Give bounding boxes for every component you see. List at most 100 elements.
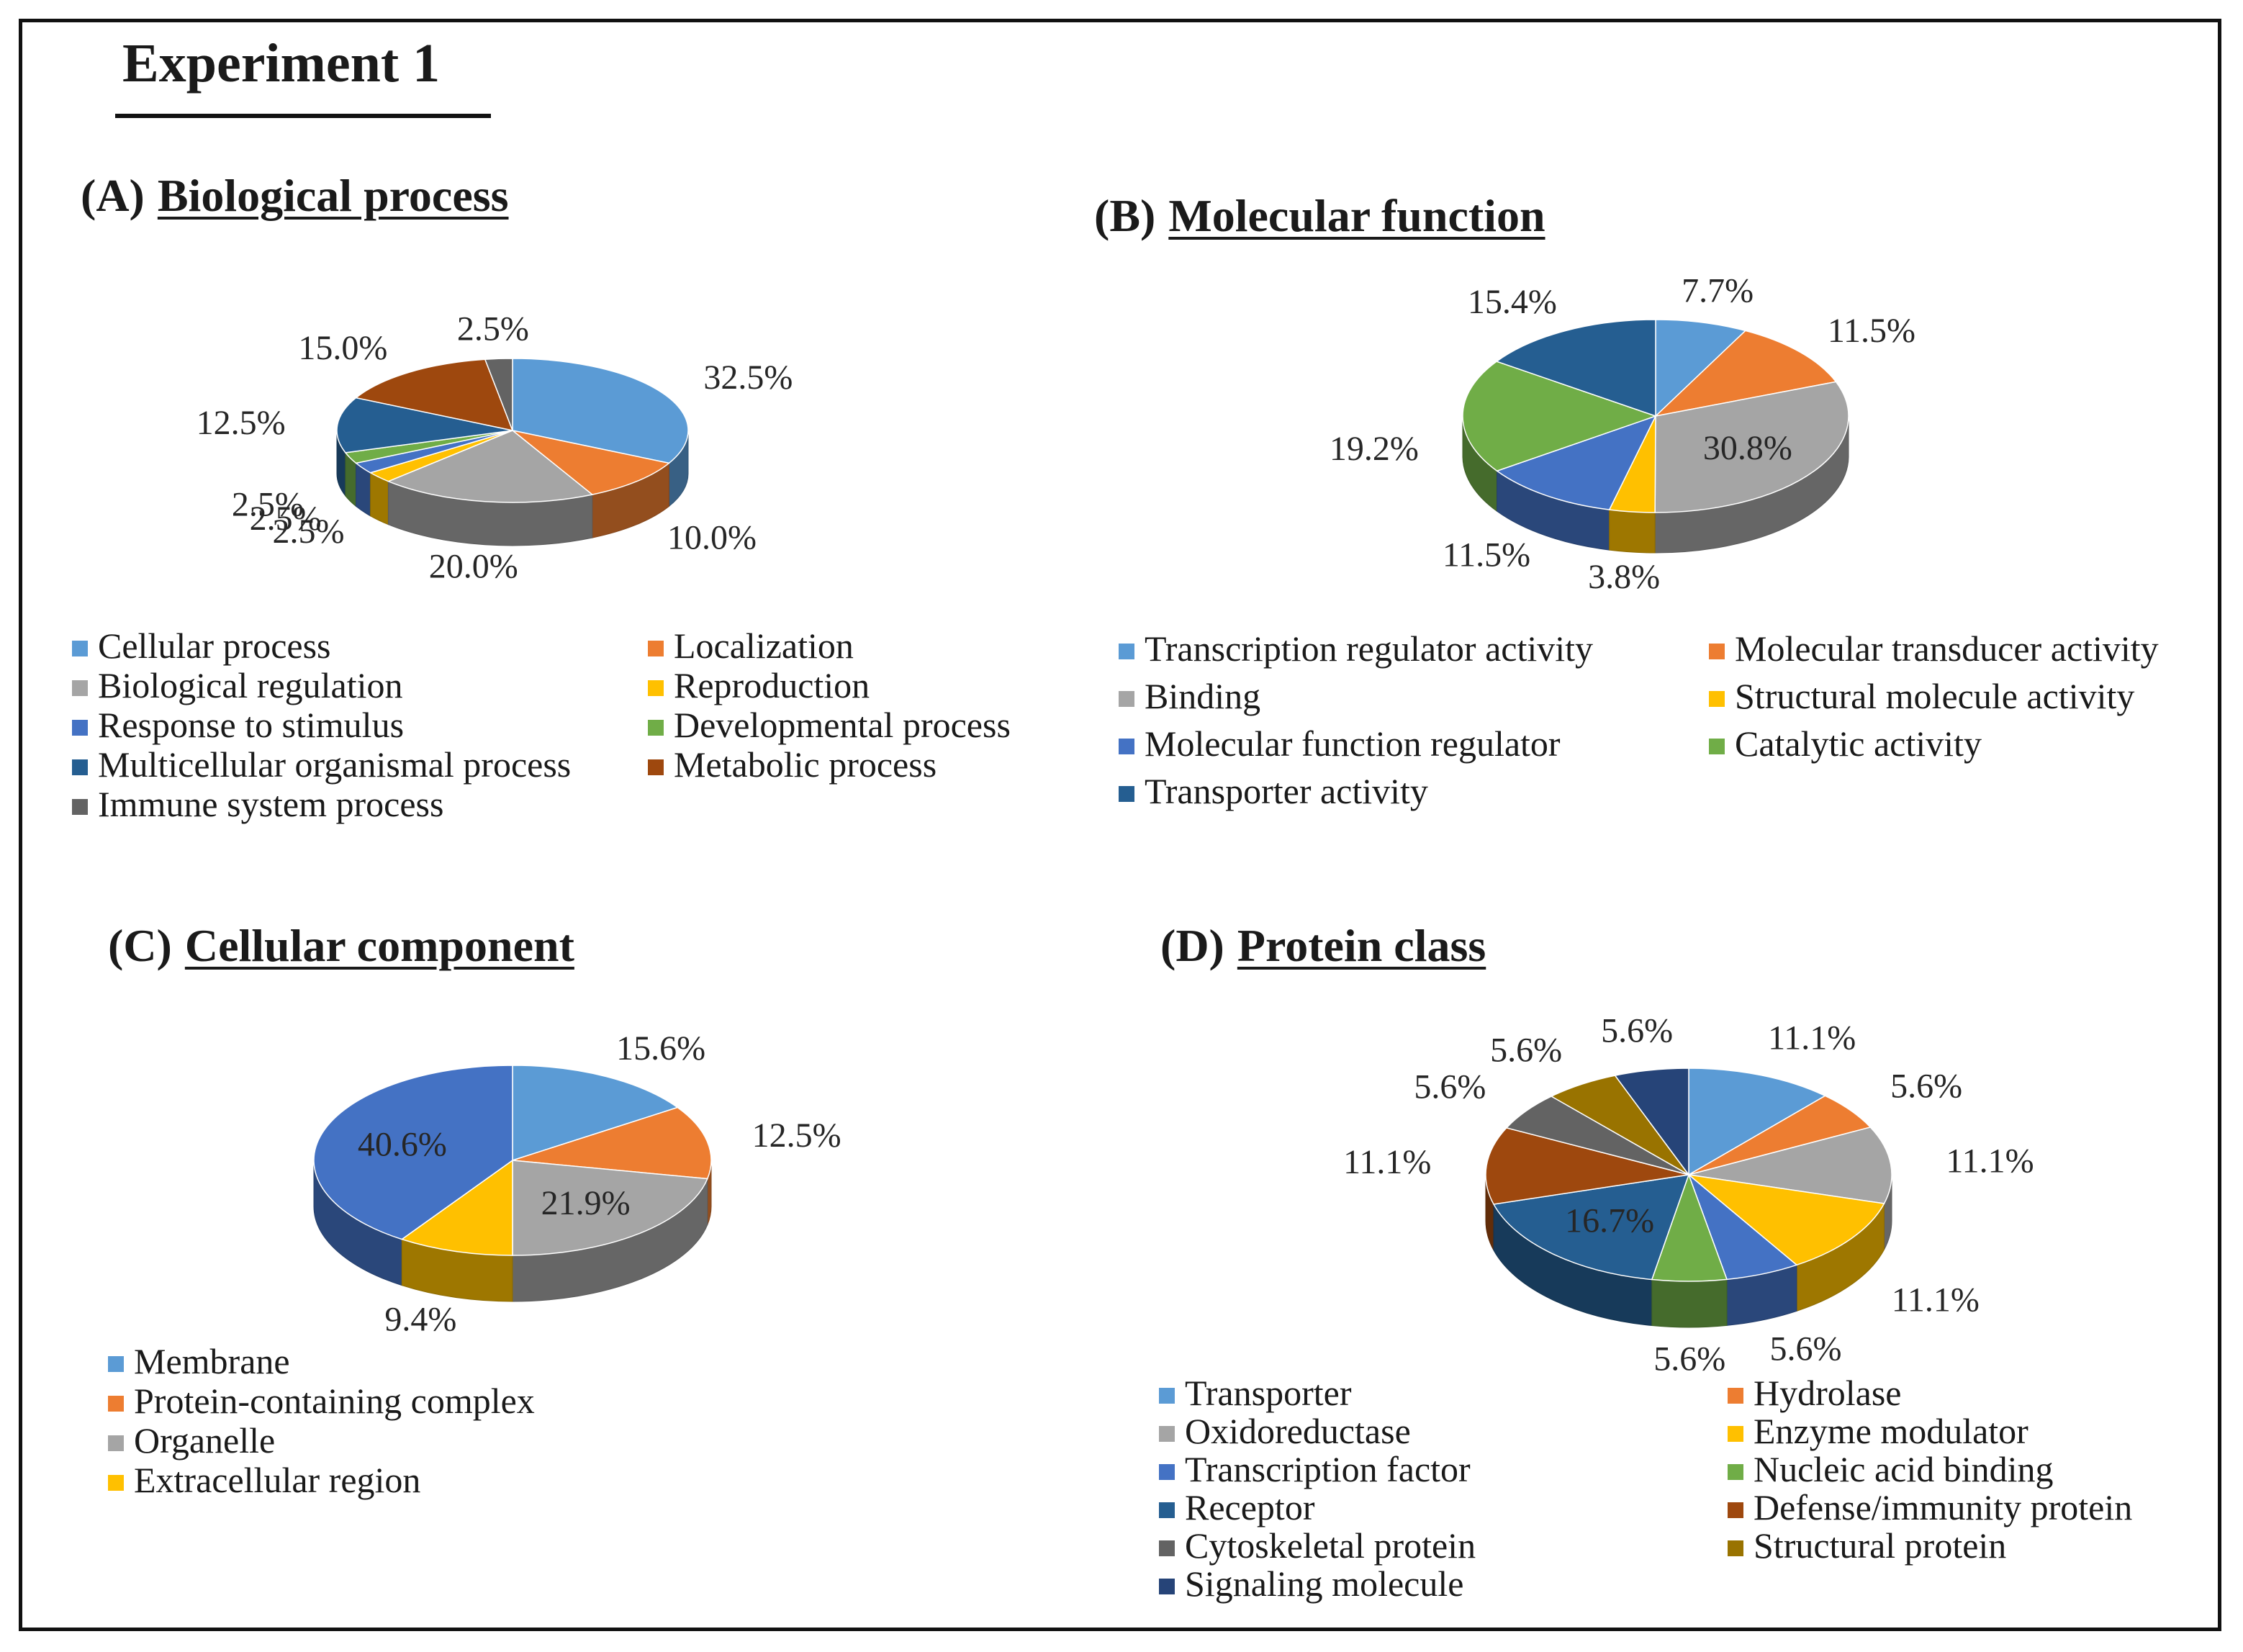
legend-item-organelle: Organelle bbox=[108, 1422, 275, 1458]
figure-title: Experiment 1 bbox=[122, 33, 441, 94]
legend-molecular-function: Transcription regulator activity Molecula… bbox=[1119, 631, 2213, 818]
pie-c-slice-extracellular-region bbox=[400, 1159, 513, 1256]
legend-swatch bbox=[72, 759, 88, 775]
legend-item-structural-protein: Structural protein bbox=[1728, 1527, 2006, 1563]
legend-item-hydrolase: Hydrolase bbox=[1728, 1375, 1902, 1411]
pie-d-data-label: 11.1% bbox=[1892, 1281, 1980, 1319]
legend-item-structural-molecule-activity: Structural molecule activity bbox=[1709, 678, 2134, 714]
panel-b-name: Molecular function bbox=[1168, 190, 1545, 241]
legend-label: Transcription factor bbox=[1185, 1449, 1471, 1489]
legend-swatch bbox=[1159, 1502, 1175, 1518]
pie-a-data-label: 10.0% bbox=[667, 518, 757, 556]
legend-swatch bbox=[1119, 786, 1134, 802]
legend-label: Oxidoreductase bbox=[1185, 1411, 1411, 1451]
legend-protein-class: Transporter Hydrolase Oxidoreductase Enzyme… bbox=[1159, 1375, 2195, 1605]
legend-swatch bbox=[108, 1475, 124, 1491]
legend-swatch bbox=[108, 1396, 124, 1412]
pie-a-slice-multicellular-organismal-process bbox=[336, 397, 513, 453]
pie-d-slice-signaling-molecule bbox=[1614, 1068, 1689, 1177]
legend-label: Signaling molecule bbox=[1185, 1563, 1464, 1604]
pie-chart-c: 15.6% 12.5% 21.9% 9.4% 40.6% bbox=[313, 1029, 841, 1338]
pie-d-data-label: 5.6% bbox=[1653, 1340, 1725, 1378]
legend-item-reproduction: Reproduction bbox=[648, 667, 870, 703]
legend-item-binding: Binding bbox=[1119, 678, 1260, 714]
legend-item-biological-regulation: Biological regulation bbox=[72, 667, 403, 703]
pie-a-data-label: 15.0% bbox=[298, 329, 387, 367]
pie-a-data-label: 2.5% bbox=[273, 513, 345, 551]
pie-chart-a: 32.5%10.0%20.0%2.5%2.5%2.5%12.5%15.0%2.5… bbox=[197, 310, 793, 585]
legend-label: Structural protein bbox=[1754, 1525, 2007, 1566]
legend-label: Defense/immunity protein bbox=[1754, 1487, 2133, 1527]
pie-d-data-label: 5.6% bbox=[1601, 1011, 1673, 1050]
legend-swatch bbox=[1159, 1388, 1175, 1404]
pie-b-slice-catalytic-activity bbox=[1462, 361, 1658, 472]
legend-item-transporter: Transporter bbox=[1159, 1375, 1351, 1411]
pie-b-data-label: 3.8% bbox=[1588, 558, 1660, 596]
pie-d-data-label: 5.6% bbox=[1890, 1068, 1962, 1106]
legend-swatch bbox=[1728, 1464, 1743, 1480]
legend-label: Molecular function regulator bbox=[1145, 723, 1561, 764]
legend-item-receptor: Receptor bbox=[1159, 1489, 1314, 1525]
pie-a-slice-immune-system-process bbox=[484, 358, 513, 431]
panel-b-label: (B) bbox=[1094, 190, 1156, 241]
legend-swatch bbox=[648, 720, 664, 736]
legend-item-extracellular-region: Extracellular region bbox=[108, 1462, 420, 1498]
panel-c-title: (C) Cellular component bbox=[108, 923, 574, 969]
legend-item-membrane: Membrane bbox=[108, 1343, 290, 1379]
title-underline bbox=[115, 114, 491, 118]
pie-a-data-label: 20.0% bbox=[429, 547, 518, 585]
pie-b-data-label: 30.8% bbox=[1703, 429, 1792, 467]
legend-swatch bbox=[648, 759, 664, 775]
pie-d-slice-oxidoreductase bbox=[1688, 1127, 1892, 1204]
legend-item-catalytic-activity: Catalytic activity bbox=[1709, 726, 1982, 762]
legend-item-molecular-function-regulator: Molecular function regulator bbox=[1119, 726, 1561, 762]
pie-d-data-label: 5.6% bbox=[1414, 1068, 1486, 1106]
legend-swatch bbox=[1728, 1388, 1743, 1404]
legend-label: Localization bbox=[674, 626, 854, 666]
panel-d-title: (D) Protein class bbox=[1160, 923, 1486, 969]
legend-swatch bbox=[1159, 1426, 1175, 1442]
pie-b-data-label: 7.7% bbox=[1682, 272, 1754, 310]
legend-swatch bbox=[108, 1435, 124, 1451]
pie-b-data-label: 15.4% bbox=[1468, 283, 1557, 321]
legend-swatch bbox=[648, 680, 664, 696]
legend-item-signaling-molecule: Signaling molecule bbox=[1159, 1566, 1463, 1602]
panel-a-name: Biological process bbox=[157, 170, 509, 221]
legend-item-defense-immunity-protein: Defense/immunity protein bbox=[1728, 1489, 2132, 1525]
pie-b-side-structural-molecule-activity bbox=[1609, 509, 1656, 554]
legend-label: Immune system process bbox=[98, 784, 444, 824]
legend-item-cellular-process: Cellular process bbox=[72, 628, 331, 664]
panel-a-label: (A) bbox=[81, 170, 145, 221]
legend-label: Biological regulation bbox=[98, 665, 403, 705]
pie-c-slice-organelle bbox=[512, 1160, 708, 1256]
legend-item-localization: Localization bbox=[648, 628, 854, 664]
pie-c-slice-slice bbox=[313, 1065, 513, 1240]
legend-label: Hydrolase bbox=[1754, 1373, 1902, 1413]
pie-c-data-label: 9.4% bbox=[384, 1300, 456, 1338]
pie-c-data-label: 12.5% bbox=[752, 1116, 841, 1155]
legend-label: Extracellular region bbox=[134, 1460, 421, 1500]
legend-label: Response to stimulus bbox=[98, 705, 405, 745]
figure-frame bbox=[19, 19, 2221, 1631]
pie-b-data-label: 19.2% bbox=[1330, 430, 1419, 468]
pie-chart-d: 11.1%5.6%11.1%11.1%5.6%5.6%16.7%11.1%5.6… bbox=[1343, 1011, 2034, 1378]
legend-swatch bbox=[1159, 1464, 1175, 1480]
pie-c-data-label: 21.9% bbox=[541, 1184, 631, 1222]
legend-item-oxidoreductase: Oxidoreductase bbox=[1159, 1413, 1411, 1449]
panel-a-title: (A) Biological process bbox=[81, 173, 509, 219]
legend-label: Cellular process bbox=[98, 626, 331, 666]
pie-d-data-label: 16.7% bbox=[1565, 1202, 1654, 1240]
pie-a-data-label: 12.5% bbox=[197, 404, 286, 442]
pie-a-slice-metabolic-process bbox=[354, 358, 514, 432]
legend-label: Transcription regulator activity bbox=[1145, 628, 1594, 669]
pie-b-slice-transporter-activity bbox=[1495, 319, 1656, 417]
pie-d-data-label: 11.1% bbox=[1343, 1143, 1431, 1181]
pie-chart-b: 7.7% 11.5% 30.8% 3.8% 11.5% 19.2% 15.4% bbox=[1330, 272, 1915, 596]
legend-label: Catalytic activity bbox=[1735, 723, 1982, 764]
pie-a-slice-biological-regulation bbox=[387, 430, 594, 503]
legend-label: Molecular transducer activity bbox=[1735, 628, 2159, 669]
legend-label: Enzyme modulator bbox=[1754, 1411, 2028, 1451]
legend-label: Developmental process bbox=[674, 705, 1011, 745]
legend-item-metabolic-process: Metabolic process bbox=[648, 746, 937, 782]
